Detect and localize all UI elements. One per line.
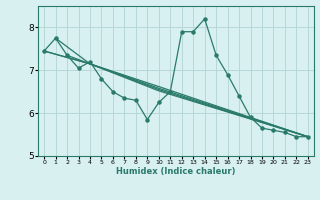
X-axis label: Humidex (Indice chaleur): Humidex (Indice chaleur)	[116, 167, 236, 176]
